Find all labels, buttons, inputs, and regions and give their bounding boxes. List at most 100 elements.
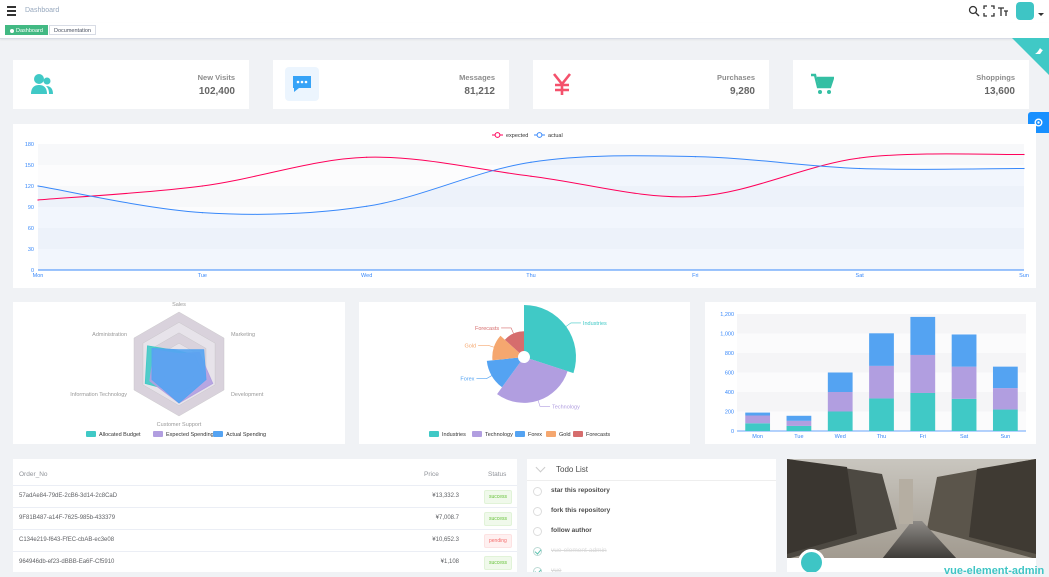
legend-label: Forex — [528, 432, 542, 438]
legend-swatch — [573, 431, 583, 437]
pie-label-line — [476, 375, 492, 379]
pie-label: Technology — [552, 404, 580, 410]
todo-item[interactable]: vue-element-admin — [527, 542, 776, 562]
legend-label: Forecasts — [586, 432, 610, 438]
hamburger-icon[interactable] — [7, 6, 16, 16]
caret-down-icon[interactable] — [1038, 13, 1044, 16]
data-point — [694, 156, 696, 158]
todo-checkbox[interactable] — [533, 507, 542, 516]
pie-chart: Industries Technology Forex Gold Forecasts In… — [429, 305, 610, 438]
bar-chart: 0 200 400 600 800 1,000 1,200 Mon Tue Wed Thu Fri Sa… — [720, 312, 1026, 440]
octocat-icon — [1035, 48, 1043, 54]
todo-checkbox[interactable] — [533, 567, 542, 572]
data-point — [37, 199, 39, 201]
data-point — [530, 161, 532, 163]
legend-marker — [536, 132, 543, 138]
line-chart-grid — [38, 144, 1024, 270]
data-point — [37, 185, 39, 187]
pie-label: Gold — [465, 343, 477, 349]
todo-label[interactable]: vue — [551, 567, 562, 572]
todo-label[interactable]: fork this repository — [551, 507, 611, 514]
legend-label: expected — [506, 133, 528, 139]
legend-swatch — [153, 431, 163, 437]
avatar[interactable] — [1016, 2, 1034, 20]
fullscreen-icon[interactable] — [983, 5, 995, 17]
bar-pageB — [910, 354, 936, 393]
bar-pageA — [827, 411, 853, 431]
message-icon — [285, 67, 319, 101]
x-tick-label: Thu — [526, 273, 535, 279]
grid-band — [38, 228, 1024, 249]
order-price: ¥1,108 — [440, 559, 459, 565]
grid-band — [737, 314, 1026, 334]
card-new-visits[interactable]: New Visits 102,400 — [13, 60, 249, 109]
todo-checkbox[interactable] — [533, 547, 542, 556]
bar-pageC — [745, 412, 771, 416]
user-card — [787, 459, 1036, 572]
tags-view: Dashboard Documentation — [0, 23, 1049, 39]
y-tick-label: 30 — [28, 247, 34, 253]
status-badge: pending — [484, 534, 512, 548]
data-point — [366, 205, 368, 207]
data-point — [859, 157, 861, 159]
legend-swatch — [429, 431, 439, 437]
todo-label[interactable]: star this repository — [551, 487, 610, 494]
card-shoppings[interactable]: Shoppings 13,600 — [793, 60, 1029, 109]
toggle-all-icon[interactable] — [535, 462, 546, 473]
radar-indicator-label: Administration — [92, 332, 127, 338]
y-tick-label: 0 — [31, 268, 34, 274]
pie-slice-technology — [497, 358, 568, 403]
radar-chart-panel: Sales Marketing Development Customer Suppor… — [13, 302, 345, 444]
todo-list: Todo List star this repository fork this … — [527, 459, 776, 572]
grid-band — [38, 165, 1024, 186]
gear-icon — [1034, 118, 1043, 127]
city-street-image — [787, 459, 1036, 572]
search-icon[interactable] — [968, 5, 980, 17]
todo-item[interactable]: fork this repository — [527, 502, 776, 522]
legend-label: Technology — [485, 432, 513, 438]
header-price: Price — [424, 471, 439, 478]
table-row: C134e219-f643-FfEC-cbAB-ec3e08 ¥10,652.3 p… — [13, 529, 517, 552]
legend-label: Allocated Budget — [99, 432, 141, 438]
x-tick-label: Sat — [960, 434, 969, 440]
todo-checkbox[interactable] — [533, 527, 542, 536]
font-size-icon[interactable] — [997, 5, 1009, 17]
bar-pageB — [745, 415, 771, 424]
peoples-icon — [25, 67, 59, 101]
bar-pageB — [869, 365, 894, 399]
y-tick-label: 60 — [28, 226, 34, 232]
todo-label[interactable]: vue-element-admin — [551, 547, 607, 554]
legend-label: actual — [548, 133, 563, 139]
bar-pageC — [992, 366, 1018, 389]
order-number: C134e219-f643-FfEC-cbAB-ec3e08 — [19, 537, 115, 543]
pie-slice-forex — [486, 357, 521, 388]
todo-item[interactable]: follow author — [527, 522, 776, 542]
y-tick-label: 0 — [731, 429, 734, 435]
radar-indicator-label: Sales — [172, 302, 186, 308]
card-purchases[interactable]: Purchases 9,280 — [533, 60, 769, 109]
card-title: New Visits — [197, 73, 235, 82]
bar-pageB — [786, 420, 812, 426]
y-tick-label: 150 — [25, 163, 34, 169]
x-tick-label: Tue — [794, 434, 803, 440]
card-messages[interactable]: Messages 81,212 — [273, 60, 509, 109]
x-tick-label: Thu — [877, 434, 886, 440]
x-tick-label: Wed — [361, 273, 372, 279]
todo-label[interactable]: follow author — [551, 527, 592, 534]
todo-checkbox[interactable] — [533, 487, 542, 496]
card-value: 13,600 — [984, 86, 1015, 97]
tag-dashboard[interactable]: Dashboard — [5, 25, 48, 35]
order-price: ¥13,332.3 — [432, 493, 459, 499]
bar-chart-panel: 0 200 400 600 800 1,000 1,200 Mon Tue Wed Thu Fri Sa… — [705, 302, 1036, 444]
tag-documentation[interactable]: Documentation — [49, 25, 96, 35]
todo-item[interactable]: vue — [527, 562, 776, 572]
card-value: 9,280 — [729, 86, 755, 97]
y-tick-label: 600 — [725, 371, 734, 377]
todo-item[interactable]: star this repository — [527, 482, 776, 502]
pie-label: Forex — [460, 377, 474, 383]
header-order: Order_No — [19, 471, 48, 478]
breadcrumb[interactable]: Dashboard — [25, 7, 60, 14]
y-tick-label: 400 — [725, 390, 734, 396]
bar-pageC — [827, 372, 853, 392]
order-price: ¥10,652.3 — [432, 537, 459, 543]
